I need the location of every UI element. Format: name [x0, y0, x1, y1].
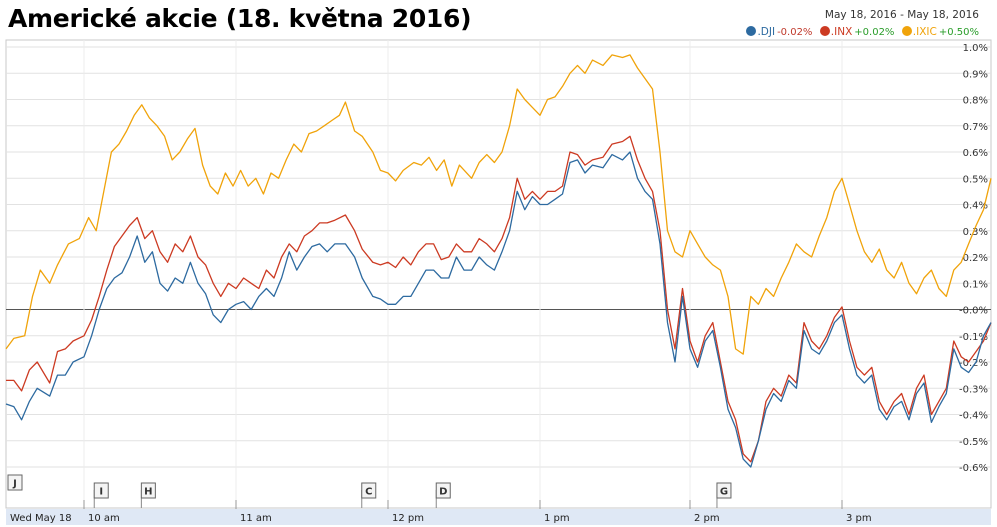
legend-label-inx: .INX	[830, 26, 853, 38]
legend-item-ixic[interactable]: .IXIC +0.50%	[901, 26, 979, 38]
event-marker	[361, 482, 377, 499]
event-marker	[140, 482, 156, 499]
y-tick-label: -0.0%	[959, 306, 988, 317]
legend-change-inx: +0.02%	[854, 27, 895, 38]
legend-item-dji[interactable]: .DJI -0.02%	[746, 26, 815, 38]
y-tick-label: 0.9%	[963, 69, 988, 80]
legend-swatch-inx	[819, 26, 830, 36]
x-tick-label: 3 pm	[846, 513, 872, 524]
event-marker-label: C	[365, 487, 372, 498]
x-tick-label: 12 pm	[392, 513, 424, 524]
y-tick-label: 0.7%	[963, 122, 988, 133]
y-tick-label: 1.0%	[963, 43, 988, 54]
event-marker	[93, 482, 109, 499]
plot-frame	[5, 39, 992, 509]
legend-change-ixic: +0.50%	[938, 27, 979, 38]
event-marker-label: H	[144, 487, 152, 498]
chart-title: Americké akcie (18. května 2016)	[8, 4, 472, 33]
y-tick-label: 0.5%	[963, 174, 988, 185]
event-marker	[7, 474, 23, 491]
y-tick-label: 0.1%	[963, 279, 988, 290]
x-tick-label: 2 pm	[694, 513, 720, 524]
x-axis-bar	[6, 509, 991, 525]
y-tick-label: -0.2%	[959, 358, 988, 369]
event-marker-label: I	[99, 487, 103, 498]
x-tick-label: 11 am	[240, 513, 272, 524]
y-tick-label: 0.4%	[963, 201, 988, 212]
y-tick-label: -0.1%	[959, 332, 988, 343]
y-tick-label: 0.2%	[963, 253, 988, 264]
event-marker-label: G	[720, 487, 728, 498]
event-marker	[435, 482, 451, 499]
y-tick-label: -0.3%	[959, 384, 988, 395]
event-marker	[716, 482, 732, 499]
y-tick-label: -0.4%	[959, 411, 988, 422]
legend-item-inx[interactable]: .INX +0.02%	[819, 26, 898, 38]
x-tick-label: 1 pm	[544, 513, 570, 524]
event-marker-label: J	[12, 479, 17, 490]
x-tick-label: 10 am	[88, 513, 120, 524]
legend-change-dji: -0.02%	[777, 27, 813, 38]
legend-label-dji: .DJI	[757, 26, 776, 38]
event-marker-label: D	[439, 487, 447, 498]
chart-legend: .DJI -0.02% .INX +0.02% .IXIC +0.50%	[742, 26, 979, 38]
y-tick-label: 0.8%	[963, 96, 988, 107]
date-range: May 18, 2016 - May 18, 2016	[824, 9, 979, 21]
legend-swatch-dji	[746, 26, 757, 36]
y-tick-label: 0.3%	[963, 227, 988, 238]
y-tick-label: -0.5%	[959, 437, 988, 448]
x-tick-label: Wed May 18	[10, 513, 72, 524]
dji-line	[5, 151, 992, 468]
y-tick-label: -0.6%	[959, 463, 988, 474]
ixic-line	[5, 54, 992, 355]
inx-line	[6, 135, 992, 463]
y-tick-label: 0.6%	[963, 148, 988, 159]
legend-label-ixic: .IXIC	[912, 26, 937, 38]
legend-swatch-ixic	[901, 26, 912, 36]
